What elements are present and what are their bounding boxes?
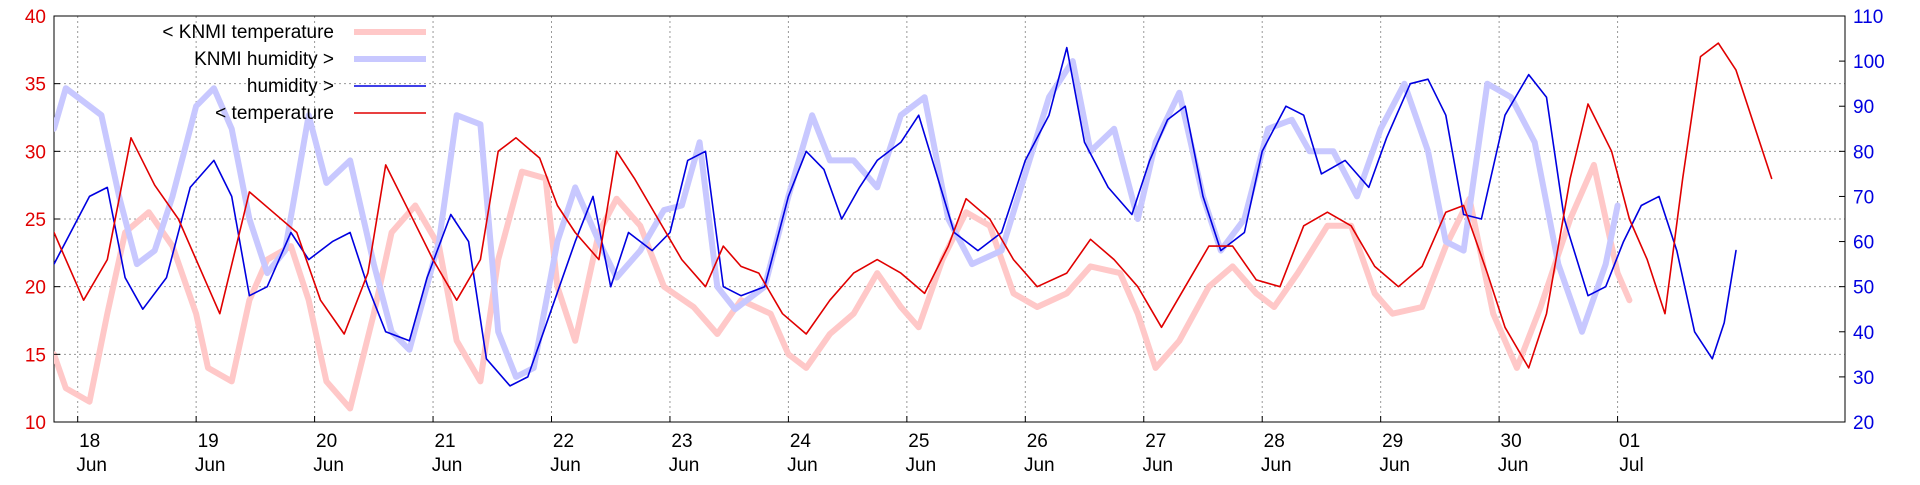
x-tick-month: Jun (906, 455, 937, 476)
x-tick-day: 25 (908, 431, 929, 452)
x-tick-month: Jun (1024, 455, 1055, 476)
x-tick-day: 01 (1619, 431, 1640, 452)
y-left-tick-label: 25 (25, 210, 46, 231)
x-tick-month: Jun (432, 455, 463, 476)
x-tick-month: Jun (669, 455, 700, 476)
y-right-tick-label: 110 (1853, 7, 1883, 28)
x-tick-month: Jun (1142, 455, 1173, 476)
series-line-4 (54, 42, 1773, 369)
y-right-tick-label: 20 (1853, 413, 1874, 434)
x-tick-day: 28 (1264, 431, 1285, 452)
x-tick-day: 20 (316, 431, 337, 452)
legend-label-1: < KNMI temperature (162, 22, 334, 43)
y-left-tick-label: 30 (25, 142, 46, 163)
x-tick-month: Jun (787, 455, 818, 476)
x-tick-month: Jun (76, 455, 107, 476)
x-tick-day: 29 (1382, 431, 1403, 452)
x-tick-day: 19 (198, 431, 219, 452)
series-line-3 (54, 46, 1737, 387)
y-right-tick-label: 100 (1853, 52, 1885, 73)
x-tick-month: Jun (1498, 455, 1529, 476)
legend-label-4: < temperature (215, 103, 334, 124)
y-right-tick-label: 60 (1853, 233, 1874, 254)
y-left-tick-label: 35 (25, 75, 46, 96)
x-tick-month: Jul (1619, 455, 1643, 476)
x-tick-month: Jun (195, 455, 226, 476)
legend: < KNMI temperature KNMI humidity > humidit… (162, 22, 426, 124)
x-tick-day: 22 (553, 431, 574, 452)
y-right-tick-label: 70 (1853, 187, 1874, 208)
y-left-tick-label: 20 (25, 278, 46, 299)
y-left-tick-label: 40 (25, 7, 46, 28)
y-right-tick-label: 90 (1853, 97, 1874, 118)
x-tick-day: 21 (434, 431, 455, 452)
x-tick-month: Jun (313, 455, 344, 476)
x-tick-day: 30 (1501, 431, 1522, 452)
x-tick-day: 24 (790, 431, 812, 452)
x-tick-month: Jun (1261, 455, 1292, 476)
x-tick-day: 18 (79, 431, 100, 452)
legend-label-3: humidity > (247, 76, 334, 97)
y-left-tick-label: 10 (25, 413, 46, 434)
y-right-tick-label: 80 (1853, 142, 1874, 163)
y-right-tick-label: 30 (1853, 368, 1874, 389)
y-left-tick-label: 15 (25, 345, 46, 366)
x-tick-day: 23 (671, 431, 692, 452)
x-tick-day: 26 (1027, 431, 1048, 452)
x-tick-day: 27 (1145, 431, 1166, 452)
x-tick-month: Jun (1379, 455, 1410, 476)
y-right-tick-label: 40 (1853, 323, 1874, 344)
x-tick-month: Jun (550, 455, 581, 476)
legend-label-2: KNMI humidity > (194, 49, 334, 70)
series-group (54, 42, 1773, 412)
y-right-tick-label: 50 (1853, 278, 1874, 299)
